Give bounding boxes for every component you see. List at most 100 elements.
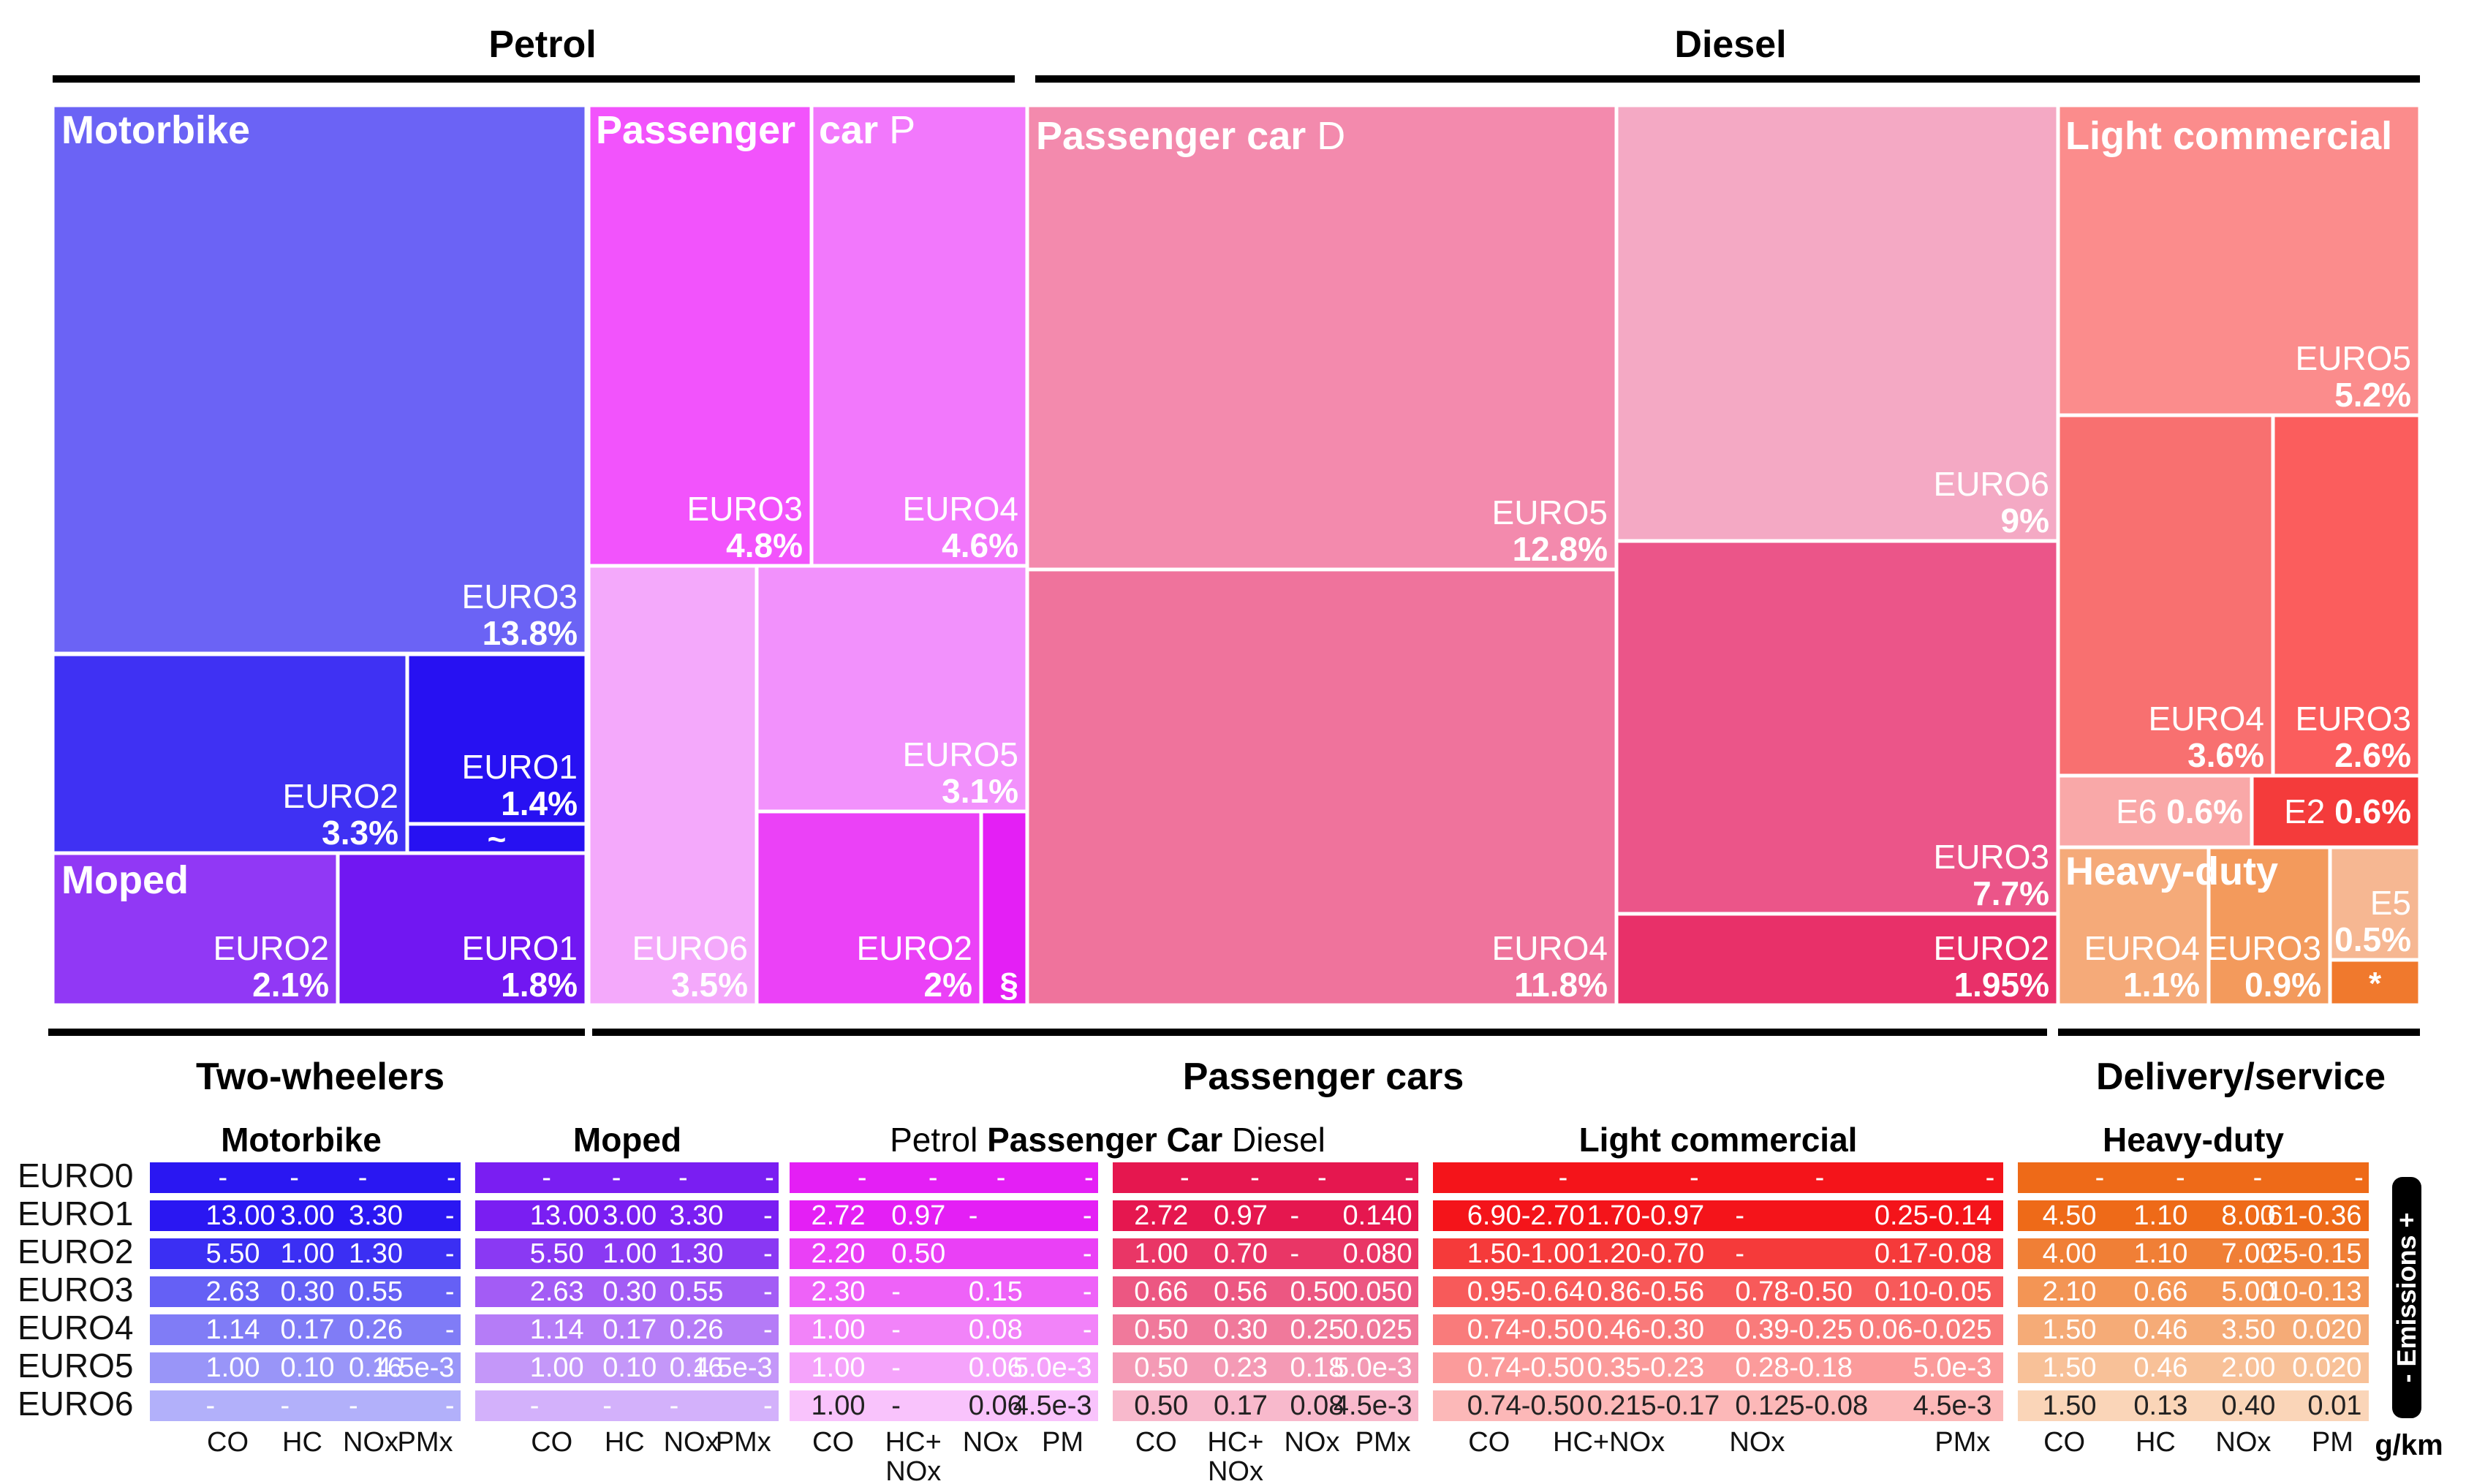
vehicle-label-passenger-car-d: Passenger car D (1036, 114, 1345, 158)
block-5-cell: 0.66 (2133, 1276, 2187, 1307)
vehicle-label-passenger: Passenger (596, 108, 795, 152)
block-1-cell: 0.55 (670, 1276, 724, 1307)
block-1-cell: 2.63 (530, 1276, 584, 1307)
block-3-row-bar-euro1 (1113, 1200, 1418, 1231)
block-4-cell: 0.74-0.50 (1467, 1390, 1585, 1421)
block-0-cell: - (445, 1276, 455, 1307)
block-0-cell: 4.5e-3 (376, 1352, 455, 1383)
block-3-cell: 0.080 (1343, 1238, 1412, 1269)
block-1-cell: - (763, 1238, 773, 1269)
block-0-cell: 0.55 (349, 1276, 403, 1307)
block-0-cell: - (445, 1390, 455, 1421)
block-5-cell: 0.020 (2292, 1352, 2361, 1383)
block-4-cell: 0.215-0.17 (1587, 1390, 1720, 1421)
block-5-row-bar-euro6 (2018, 1390, 2369, 1421)
block-4-cell: 0.95-0.64 (1467, 1276, 1585, 1307)
block-5-cell: 1.10 (2133, 1238, 2187, 1269)
tile-label-passenger-car-p-euro2: EURO2 (857, 929, 972, 967)
tile-label-passenger-car-d-euro2: EURO2 (1934, 929, 2049, 967)
row-label-euro4: EURO4 (18, 1309, 133, 1347)
tile-text-light-commercial-e2: E2 0.6% (2284, 792, 2411, 830)
tile-passenger-car-p-marker (979, 809, 1029, 1007)
block-4-column-header: PMx (1934, 1427, 1990, 1458)
column-header-part: HC (2136, 1427, 2176, 1458)
vehicle-label-suffix: D (1306, 114, 1345, 158)
block-0-cell: 3.00 (281, 1200, 335, 1231)
block-1-cell: - (542, 1162, 551, 1193)
block-5-cell: 1.50 (2043, 1314, 2097, 1345)
tile-passenger-car-d-euro3 (1614, 539, 2060, 916)
tile-label-moped-euro1: EURO1 (462, 929, 578, 967)
block-5-cell: 7.00 (2221, 1238, 2275, 1269)
tile-label-light-commercial-e6: E6 (2116, 792, 2166, 830)
tile-light-commercial-e6 (2056, 773, 2254, 849)
block-2-cell: - (1083, 1238, 1092, 1269)
block-3-cell: 0.50 (1134, 1314, 1188, 1345)
tile-passenger-car-d-euro4 (1025, 567, 1619, 1007)
tile-heavy-duty-marker (2328, 958, 2422, 1007)
block-0-row-bar-euro0 (150, 1162, 461, 1193)
block-0-row-bar-euro4 (150, 1314, 461, 1345)
column-header-part: CO (1135, 1427, 1177, 1458)
tile-passenger-car-p-euro4 (809, 103, 1029, 568)
block-3-cell: - (1290, 1238, 1299, 1269)
block-4-row-bar-euro2 (1433, 1238, 2003, 1269)
block-2-row-bar-euro6 (790, 1390, 1098, 1421)
block-5-cell: 4.50 (2043, 1200, 2097, 1231)
tile-value-passenger-car-p-euro3: 4.8% (726, 526, 803, 564)
tile-value-heavy-duty-marker: * (2369, 966, 2382, 1002)
tile-passenger-car-d-euro6 (1614, 103, 2060, 543)
block-1-column-header: CO (531, 1427, 572, 1458)
block-2-cell: 0.97 (891, 1200, 945, 1231)
block-4-cell: 0.10-0.05 (1875, 1276, 1992, 1307)
block-2-column-header: PM (1042, 1427, 1083, 1458)
tile-heavy-duty-euro3 (2206, 845, 2332, 1007)
block-2-cell: 5.0e-3 (1013, 1352, 1092, 1383)
block-2-cell: 2.72 (812, 1200, 866, 1231)
block-4-cell: - (1559, 1162, 1568, 1193)
tile-value-heavy-duty-euro3: 0.9% (2244, 966, 2321, 1004)
tile-label-passenger-car-p-euro6: EURO6 (632, 929, 748, 967)
block-4-cell: - (1815, 1162, 1825, 1193)
tile-label-light-commercial-euro3: EURO3 (2296, 700, 2411, 738)
tile-value-passenger-car-d-euro5: 12.8% (1513, 530, 1608, 568)
block-5-row-bar-euro1 (2018, 1200, 2369, 1231)
tile-value-moped-euro1: 1.8% (501, 966, 578, 1004)
block-5-row-bar-euro5 (2018, 1352, 2369, 1383)
block-0-cell: - (447, 1162, 456, 1193)
block-2-cell: 0.08 (969, 1314, 1023, 1345)
block-title-heavy-duty: Heavy-duty (2103, 1121, 2284, 1159)
group-label-diesel: Diesel (1674, 23, 1786, 66)
tile-motorbike-euro2 (50, 652, 409, 855)
tile-label-heavy-duty-euro4: EURO4 (2084, 929, 2200, 967)
tile-label-passenger-car-d-euro3: EURO3 (1934, 838, 2049, 876)
column-header-part: CO (2043, 1427, 2085, 1458)
block-3-row-bar-euro2 (1113, 1238, 1418, 1269)
block-2-cell: - (891, 1276, 901, 1307)
block-5-cell: 1.10 (2133, 1200, 2187, 1231)
block-1-cell: - (602, 1390, 612, 1421)
block-3-column-header: HC+ NOx (1207, 1427, 1263, 1484)
block-0-cell: 0.16 (349, 1352, 403, 1383)
block-title-suffix: Diesel (1222, 1121, 1325, 1159)
block-2-cell: - (969, 1200, 978, 1231)
block-1-cell: 1.00 (530, 1352, 584, 1383)
column-header-part: PMx (398, 1427, 453, 1458)
tile-label-passenger-car-d-euro5: EURO5 (1492, 493, 1608, 531)
column-header-part: PMx (716, 1427, 771, 1458)
block-4-row-bar-euro3 (1433, 1276, 2003, 1307)
block-1-cell: - (763, 1200, 773, 1231)
tile-label-light-commercial-euro4: EURO4 (2149, 700, 2264, 738)
block-3-cell: 0.17 (1214, 1390, 1268, 1421)
tile-light-commercial-euro3 (2271, 413, 2422, 778)
tile-value-light-commercial-euro4: 3.6% (2187, 736, 2264, 774)
tile-label-passenger-car-d-euro4: EURO4 (1492, 929, 1608, 967)
block-4-row-bar-euro5 (1433, 1352, 2003, 1383)
vehicle-label-bold: car (819, 108, 878, 152)
category-label-two-wheelers: Two-wheelers (196, 1056, 445, 1098)
block-0-cell: - (445, 1238, 455, 1269)
block-4-cell: 0.35-0.23 (1587, 1352, 1705, 1383)
block-0-column-header: CO (207, 1427, 249, 1458)
tile-value-heavy-duty-e5: 0.5% (2334, 920, 2411, 958)
